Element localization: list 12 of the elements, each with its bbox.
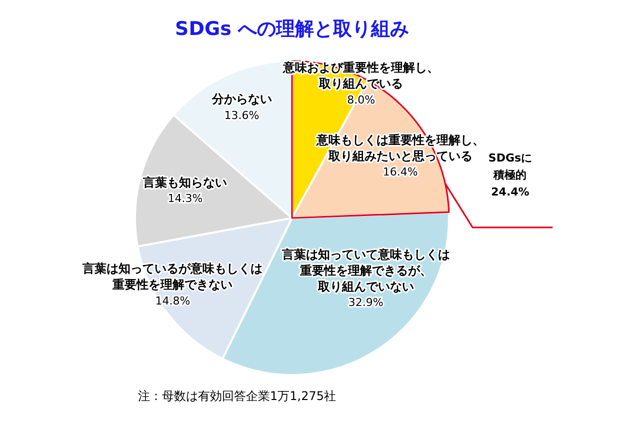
data-label: 14.3% xyxy=(168,192,203,206)
data-label: 32.9% xyxy=(348,296,384,310)
data-label: 16.4% xyxy=(382,166,418,179)
chart-title: SDGs への理解と取り組み xyxy=(175,18,409,40)
text: 注：母数は有効回答企業1万1,275社 xyxy=(138,389,336,404)
data-label: 14.8% xyxy=(155,294,190,308)
slice-label: 分からない xyxy=(210,92,272,106)
data-label: 13.6% xyxy=(224,108,260,122)
slice-label: 言葉は知っているが意味もしくは重要性を理解できない xyxy=(82,262,263,292)
text: SDGsに積極的 24.4% xyxy=(488,151,532,198)
slice-label: 言葉は知っていて意味もしくは重要性を理解できるが、取り組んでいない xyxy=(280,247,450,294)
slice-label: 言葉も知らない xyxy=(142,175,228,190)
